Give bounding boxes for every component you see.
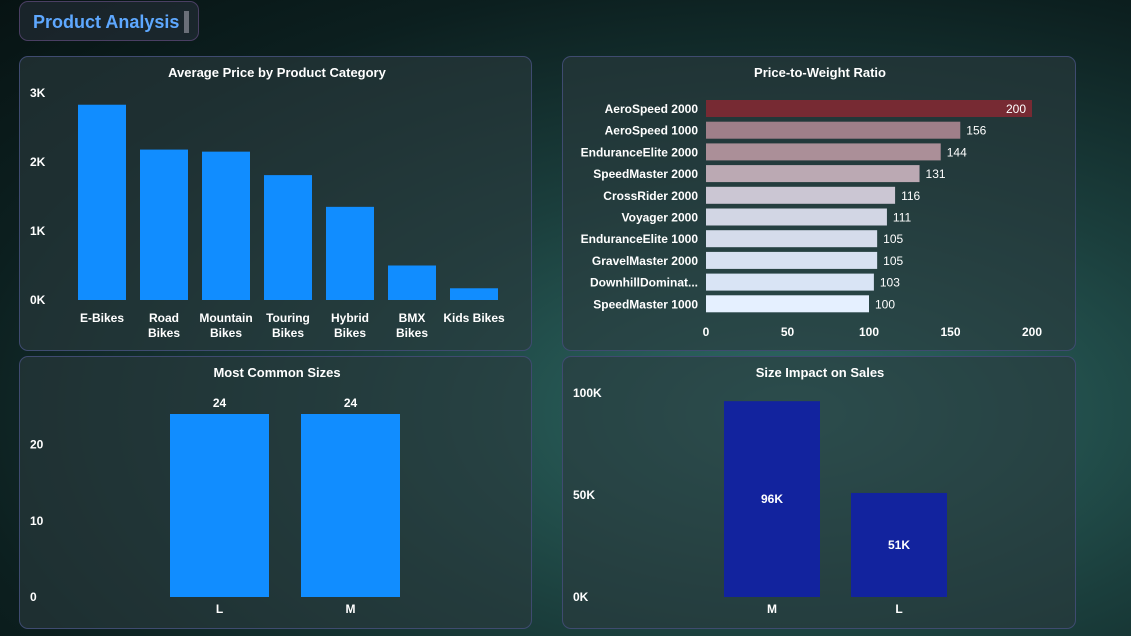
bar — [724, 401, 820, 597]
y-tick-label: 1K — [30, 224, 46, 238]
data-label: 96K — [761, 492, 783, 506]
bar — [202, 151, 250, 300]
title-cursor-icon — [184, 11, 189, 33]
x-tick-label: 100 — [859, 325, 879, 339]
page-title: Product Analysis — [33, 12, 180, 32]
x-tick-label: 200 — [1022, 325, 1042, 339]
x-tick-label: Bikes — [396, 326, 428, 340]
y-tick-label: 20 — [30, 438, 44, 452]
data-label: 51K — [888, 538, 910, 552]
x-tick-label: E-Bikes — [80, 311, 124, 325]
x-tick-label: Bikes — [334, 326, 366, 340]
bar — [78, 104, 126, 300]
data-label: 105 — [883, 232, 903, 246]
chart-title: Size Impact on Sales — [756, 365, 885, 380]
common-sizes-chart: Most Common Sizes 0 10 20 24 L 24 M — [30, 365, 400, 616]
bar — [706, 143, 941, 161]
bar — [706, 295, 869, 313]
data-label: 156 — [966, 124, 986, 138]
common-sizes-chart-panel[interactable]: Most Common Sizes 0 10 20 24 L 24 M — [19, 356, 532, 629]
bar — [706, 273, 874, 291]
data-label: 103 — [880, 276, 900, 290]
y-tick-label: EnduranceElite 1000 — [581, 232, 699, 246]
bar — [706, 100, 1032, 117]
price-weight-chart: Price-to-Weight Ratio AeroSpeed 2000 200 Ae… — [581, 65, 1043, 339]
x-tick-label: L — [895, 602, 902, 616]
bar — [706, 165, 920, 183]
y-tick-label: EnduranceElite 2000 — [581, 145, 699, 159]
y-tick-label: SpeedMaster 1000 — [593, 297, 698, 311]
bar — [706, 208, 887, 226]
x-tick-label: Hybrid — [331, 311, 369, 325]
x-tick-label: Mountain — [199, 311, 252, 325]
x-tick-label: 150 — [940, 325, 960, 339]
y-tick-label: CrossRider 2000 — [603, 189, 698, 203]
data-label: 131 — [926, 167, 946, 181]
y-tick-label: 0K — [573, 590, 589, 604]
y-tick-label: Voyager 2000 — [622, 211, 699, 225]
y-tick-label: GravelMaster 2000 — [592, 254, 698, 268]
bar — [140, 149, 188, 300]
page-title-box: Product Analysis — [19, 1, 199, 41]
x-tick-label: Kids Bikes — [443, 311, 505, 325]
bar — [170, 414, 269, 597]
data-label: 116 — [901, 189, 920, 203]
x-tick-label: M — [346, 602, 356, 616]
y-tick-label: 50K — [573, 488, 595, 502]
data-label: 200 — [1006, 102, 1026, 116]
x-tick-label: Bikes — [272, 326, 304, 340]
y-tick-label: 100K — [573, 386, 602, 400]
data-label: 24 — [213, 396, 227, 410]
chart-title: Most Common Sizes — [213, 365, 340, 380]
bar — [706, 230, 878, 248]
bar — [264, 175, 312, 300]
data-label: 111 — [893, 211, 912, 225]
size-sales-chart-panel[interactable]: Size Impact on Sales 0K 50K 100K 96K M 51K L — [562, 356, 1076, 629]
avg-price-chart-panel[interactable]: Average Price by Product Category 0K 1K 2K 3… — [19, 56, 532, 351]
avg-price-chart: Average Price by Product Category 0K 1K 2K 3… — [30, 65, 505, 340]
price-weight-chart-panel[interactable]: Price-to-Weight Ratio AeroSpeed 2000 200 Ae… — [562, 56, 1076, 351]
bar — [388, 265, 436, 300]
y-tick-label: 0K — [30, 293, 46, 307]
data-label: 100 — [875, 297, 895, 311]
x-tick-label: Bikes — [148, 326, 180, 340]
x-tick-label: 0 — [703, 325, 710, 339]
y-tick-label: 3K — [30, 86, 46, 100]
y-tick-label: AeroSpeed 2000 — [605, 102, 699, 116]
x-tick-label: Touring — [266, 311, 310, 325]
data-label: 24 — [344, 396, 358, 410]
x-tick-label: Road — [149, 311, 179, 325]
bar — [326, 206, 374, 300]
chart-title: Price-to-Weight Ratio — [754, 65, 886, 80]
x-tick-label: 50 — [781, 325, 795, 339]
y-tick-label: 0 — [30, 590, 37, 604]
x-tick-label: Bikes — [210, 326, 242, 340]
chart-title: Average Price by Product Category — [168, 65, 386, 80]
y-tick-label: 2K — [30, 155, 46, 169]
bar — [706, 121, 961, 139]
bar — [706, 251, 878, 269]
y-tick-label: SpeedMaster 2000 — [593, 167, 698, 181]
x-tick-label: BMX — [399, 311, 426, 325]
data-label: 105 — [883, 254, 903, 268]
y-tick-label: 10 — [30, 514, 44, 528]
bar — [851, 492, 947, 597]
data-label: 144 — [947, 145, 967, 159]
size-sales-chart: Size Impact on Sales 0K 50K 100K 96K M 51K L — [573, 365, 947, 616]
x-tick-label: M — [767, 602, 777, 616]
y-tick-label: DownhillDominat... — [590, 276, 698, 290]
bar — [706, 186, 896, 204]
bar — [450, 288, 498, 300]
bar — [301, 414, 400, 597]
x-tick-label: L — [216, 602, 223, 616]
y-tick-label: AeroSpeed 1000 — [605, 124, 699, 138]
